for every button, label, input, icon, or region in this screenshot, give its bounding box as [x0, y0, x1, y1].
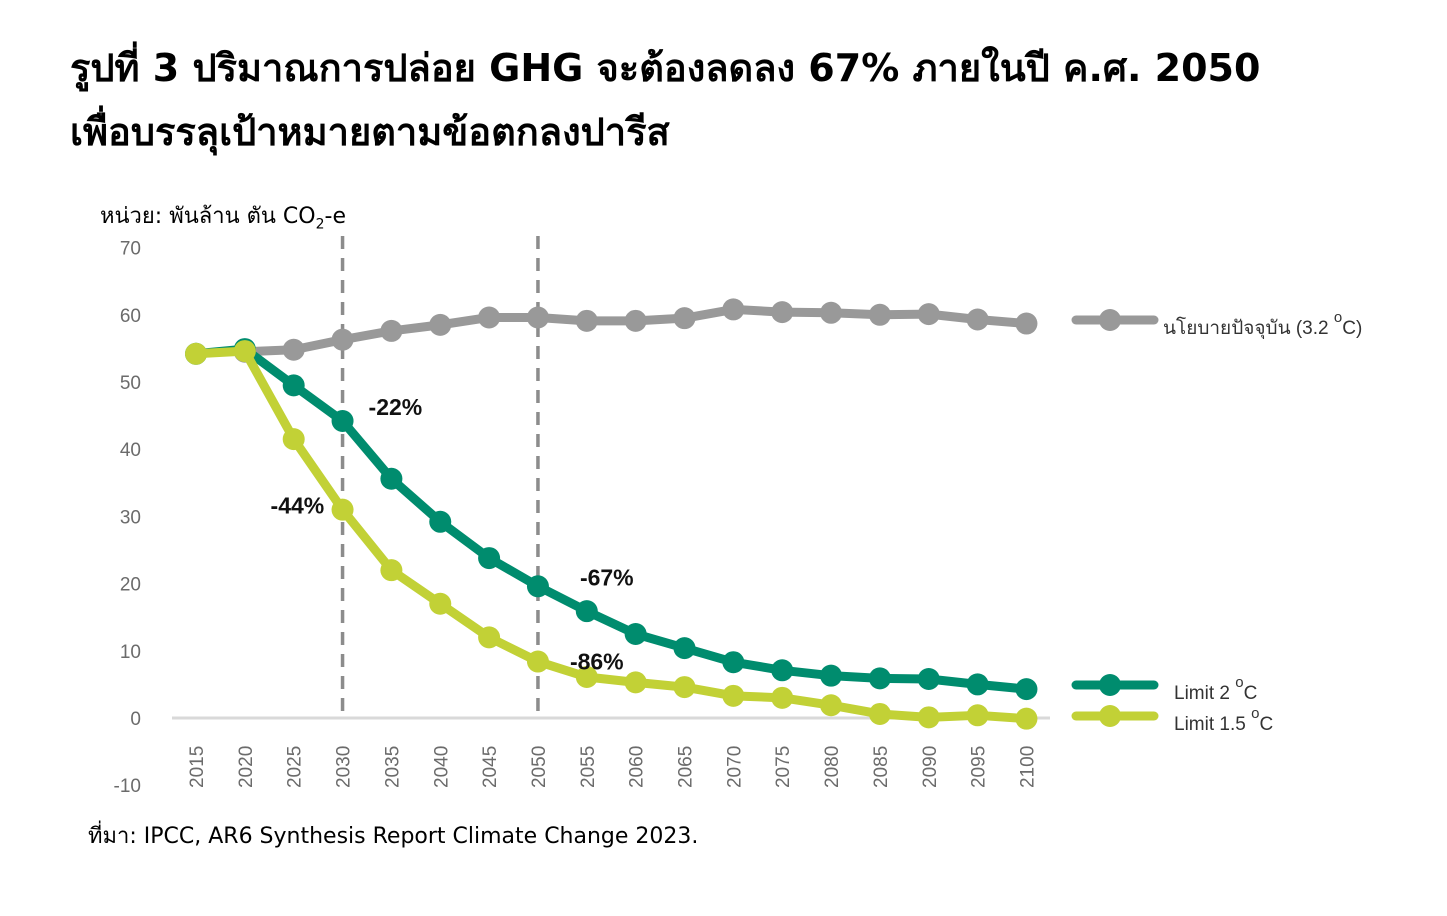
y-tick-label: -10 — [114, 776, 141, 797]
data-point-limit2 — [380, 467, 403, 490]
data-point-limit15 — [722, 684, 745, 707]
data-point-limit2 — [624, 623, 647, 645]
data-point-current — [526, 306, 549, 329]
data-point-limit2 — [1015, 678, 1038, 701]
data-point-current — [966, 308, 989, 331]
data-point-current — [380, 319, 403, 342]
data-point-limit15 — [380, 559, 403, 582]
legend-label-limit2: Limit 2 oC — [1174, 674, 1257, 704]
data-point-current — [722, 298, 745, 321]
data-point-limit15 — [429, 592, 452, 615]
data-point-limit2 — [282, 374, 305, 397]
data-point-limit15 — [771, 686, 794, 709]
y-tick-label: 40 — [120, 440, 141, 461]
source-note: ที่มา: IPCC, AR6 Synthesis Report Climat… — [88, 824, 699, 849]
data-point-limit15 — [673, 676, 696, 699]
data-point-current — [624, 309, 647, 332]
data-point-limit15 — [1015, 707, 1038, 730]
x-tick-label: 2060 — [627, 746, 648, 788]
x-tick-label: 2065 — [676, 746, 697, 788]
data-point-current — [673, 307, 696, 330]
data-point-limit15 — [185, 342, 207, 365]
unit-label-subscript: 2 — [315, 216, 325, 233]
x-tick-label: 2050 — [529, 746, 550, 788]
data-point-limit2 — [820, 664, 843, 687]
y-tick-label: 70 — [120, 239, 141, 260]
y-tick-label: 0 — [130, 709, 141, 730]
x-tick-label: 2075 — [773, 746, 794, 788]
y-tick-label: 20 — [120, 575, 141, 596]
x-tick-label: 2090 — [920, 746, 941, 788]
data-point-current — [868, 303, 891, 326]
data-point-limit15 — [820, 694, 843, 717]
unit-label-prefix: หน่วย: พันล้าน ตัน CO — [100, 204, 316, 229]
y-tick-label: 30 — [120, 507, 141, 528]
data-point-limit15 — [917, 706, 940, 729]
x-tick-label: 2035 — [382, 746, 403, 788]
data-point-current — [575, 309, 598, 332]
data-point-limit15 — [331, 498, 354, 521]
data-point-limit15 — [478, 626, 501, 649]
data-point-limit2 — [526, 575, 549, 598]
unit-label: หน่วย: พันล้าน ตัน CO2-e — [100, 198, 346, 233]
data-point-limit15 — [966, 704, 989, 727]
x-tick-label: 2030 — [334, 746, 355, 788]
data-point-limit2 — [673, 637, 696, 660]
data-point-limit15 — [233, 340, 256, 363]
data-point-limit2 — [722, 651, 745, 674]
x-tick-label: 2085 — [871, 746, 892, 788]
data-point-limit15 — [575, 666, 598, 689]
legend-label-current: นโยบายปัจจุบัน (3.2 oC) — [1163, 309, 1362, 340]
x-tick-label: 2080 — [822, 746, 843, 788]
data-point-current — [429, 313, 452, 336]
data-point-current — [820, 301, 843, 324]
data-point-current — [282, 338, 305, 361]
data-point-limit2 — [429, 510, 452, 533]
data-point-limit2 — [331, 409, 354, 432]
chart-title-line1: รูปที่ 3 ปริมาณการปล่อย GHG จะต้องลดลง 6… — [70, 46, 1261, 90]
legend-marker-limit2 — [1099, 674, 1121, 696]
legend-label-limit15: Limit 1.5 oC — [1174, 705, 1273, 735]
data-point-limit2 — [575, 600, 598, 623]
series-line-limit2 — [191, 344, 1031, 694]
annotation-label: -44% — [271, 493, 325, 519]
data-point-limit2 — [478, 547, 501, 570]
data-point-limit15 — [282, 428, 305, 451]
data-point-limit2 — [917, 668, 940, 691]
x-tick-label: 2025 — [285, 746, 306, 788]
data-point-limit2 — [771, 659, 794, 682]
annotation-label: -22% — [369, 394, 423, 420]
data-point-current — [917, 303, 940, 326]
annotation-label: -86% — [570, 649, 624, 675]
x-tick-label: 2045 — [480, 746, 501, 788]
chart-title: รูปที่ 3 ปริมาณการปล่อย GHG จะต้องลดลง 6… — [70, 36, 1410, 164]
x-tick-label: 2015 — [187, 746, 208, 788]
x-tick-label: 2040 — [431, 746, 452, 788]
legend-marker-current — [1099, 309, 1121, 331]
x-tick-label: 2055 — [578, 746, 599, 788]
legend-marker-limit15 — [1099, 705, 1121, 727]
data-point-limit2 — [966, 673, 989, 696]
y-tick-label: 50 — [120, 373, 141, 394]
chart-title-line2: เพื่อบรรลุเป้าหมายตามข้อตกลงปารีส — [70, 110, 670, 154]
x-tick-label: 2095 — [969, 746, 990, 788]
data-point-limit15 — [526, 650, 549, 673]
data-point-current — [478, 306, 501, 329]
data-point-limit15 — [624, 671, 647, 694]
x-tick-label: 2070 — [724, 746, 745, 788]
x-tick-label: 2100 — [1017, 746, 1038, 788]
data-point-current — [771, 301, 794, 324]
data-point-current — [1015, 312, 1038, 335]
unit-label-suffix: -e — [324, 204, 347, 229]
annotation-label: -67% — [580, 564, 634, 590]
y-tick-label: 60 — [120, 306, 141, 327]
y-tick-label: 10 — [120, 642, 141, 663]
data-point-limit2 — [868, 667, 891, 690]
data-point-current — [331, 328, 354, 351]
data-point-limit15 — [868, 702, 891, 725]
x-tick-label: 2020 — [236, 746, 257, 788]
